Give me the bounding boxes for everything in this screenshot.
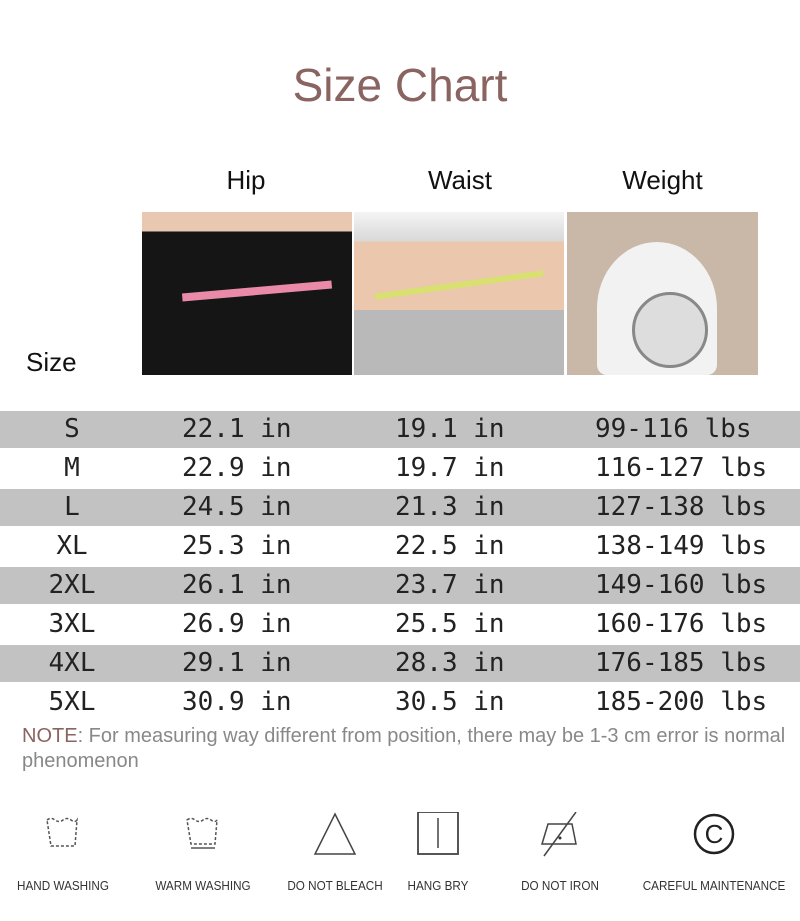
cell-waist: 22.5 in xyxy=(395,531,505,561)
cell-hip: 30.9 in xyxy=(182,687,292,717)
table-row: XL 25.3 in 22.5 in 138-149 lbs xyxy=(0,528,800,565)
careful-maintenance-icon: C xyxy=(693,813,735,855)
cell-weight: 160-176 lbs xyxy=(595,609,768,639)
hand-wash-icon xyxy=(46,817,78,847)
cell-weight: 127-138 lbs xyxy=(595,492,768,522)
cell-size: L xyxy=(64,492,80,522)
cell-waist: 25.5 in xyxy=(395,609,505,639)
note-label: NOTE xyxy=(22,725,78,747)
care-item: HANG BRY xyxy=(373,812,503,893)
cell-waist: 23.7 in xyxy=(395,570,505,600)
page-title: Size Chart xyxy=(292,59,508,111)
cell-weight: 138-149 lbs xyxy=(595,531,768,561)
cell-hip: 26.9 in xyxy=(182,609,292,639)
cell-weight: 116-127 lbs xyxy=(595,453,768,483)
hip-header: Hip xyxy=(226,165,266,195)
table-row: L 24.5 in 21.3 in 127-138 lbs xyxy=(0,489,800,526)
size-header: Size xyxy=(26,347,77,377)
cell-hip: 29.1 in xyxy=(182,648,292,678)
weight-header: Weight xyxy=(622,165,703,195)
table-row: S 22.1 in 19.1 in 99-116 lbs xyxy=(0,411,800,448)
cell-waist: 19.7 in xyxy=(395,453,505,483)
hip-photo xyxy=(142,212,352,375)
cell-size: 5XL xyxy=(48,687,96,717)
care-label: HAND WASHING xyxy=(17,878,109,893)
cell-weight: 149-160 lbs xyxy=(595,570,768,600)
cell-size: S xyxy=(64,414,80,444)
care-item: DO NOT BLEACH xyxy=(275,812,395,893)
table-row: M 22.9 in 19.7 in 116-127 lbs xyxy=(0,450,800,487)
cell-size: 3XL xyxy=(48,609,96,639)
cell-size: 4XL xyxy=(48,648,96,678)
note-text: : For measuring way different from posit… xyxy=(22,725,786,772)
cell-hip: 25.3 in xyxy=(182,531,292,561)
waist-photo xyxy=(354,212,564,375)
care-label: DO NOT IRON xyxy=(521,878,599,893)
table-row: 4XL 29.1 in 28.3 in 176-185 lbs xyxy=(0,645,800,682)
table-row: 2XL 26.1 in 23.7 in 149-160 lbs xyxy=(0,567,800,604)
care-item: C CAREFUL MAINTENANCE xyxy=(629,812,799,893)
cell-weight: 185-200 lbs xyxy=(595,687,768,717)
waist-header: Waist xyxy=(427,165,493,195)
cell-size: M xyxy=(64,453,80,483)
care-item: DO NOT IRON xyxy=(495,812,625,893)
care-label: WARM WASHING xyxy=(155,878,251,893)
svg-text:C: C xyxy=(705,819,724,849)
cell-waist: 21.3 in xyxy=(395,492,505,522)
care-label: HANG BRY xyxy=(407,878,469,893)
cell-weight: 99-116 lbs xyxy=(595,414,752,444)
no-iron-icon xyxy=(540,812,577,857)
note: NOTE: For measuring way different from p… xyxy=(22,724,792,774)
no-bleach-icon xyxy=(313,812,357,855)
cell-waist: 28.3 in xyxy=(395,648,505,678)
cell-hip: 22.1 in xyxy=(182,414,292,444)
table-row: 3XL 26.9 in 25.5 in 160-176 lbs xyxy=(0,606,800,643)
cell-weight: 176-185 lbs xyxy=(595,648,768,678)
table-row: 5XL 30.9 in 30.5 in 185-200 lbs xyxy=(0,684,800,721)
care-label: CAREFUL MAINTENANCE xyxy=(642,878,786,893)
cell-size: XL xyxy=(56,531,88,561)
hang-dry-icon xyxy=(417,812,459,855)
care-item: WARM WASHING xyxy=(138,812,268,893)
cell-hip: 24.5 in xyxy=(182,492,292,522)
cell-hip: 22.9 in xyxy=(182,453,292,483)
care-label: DO NOT BLEACH xyxy=(287,878,383,893)
cell-hip: 26.1 in xyxy=(182,570,292,600)
warm-wash-icon xyxy=(186,817,218,849)
cell-waist: 30.5 in xyxy=(395,687,505,717)
cell-waist: 19.1 in xyxy=(395,414,505,444)
weight-photo xyxy=(567,212,758,375)
cell-size: 2XL xyxy=(48,570,96,600)
care-item: HAND WASHING xyxy=(0,812,128,893)
